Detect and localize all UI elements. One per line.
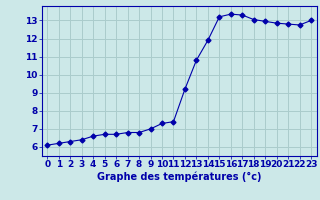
X-axis label: Graphe des températures (°c): Graphe des températures (°c) [97, 172, 261, 182]
